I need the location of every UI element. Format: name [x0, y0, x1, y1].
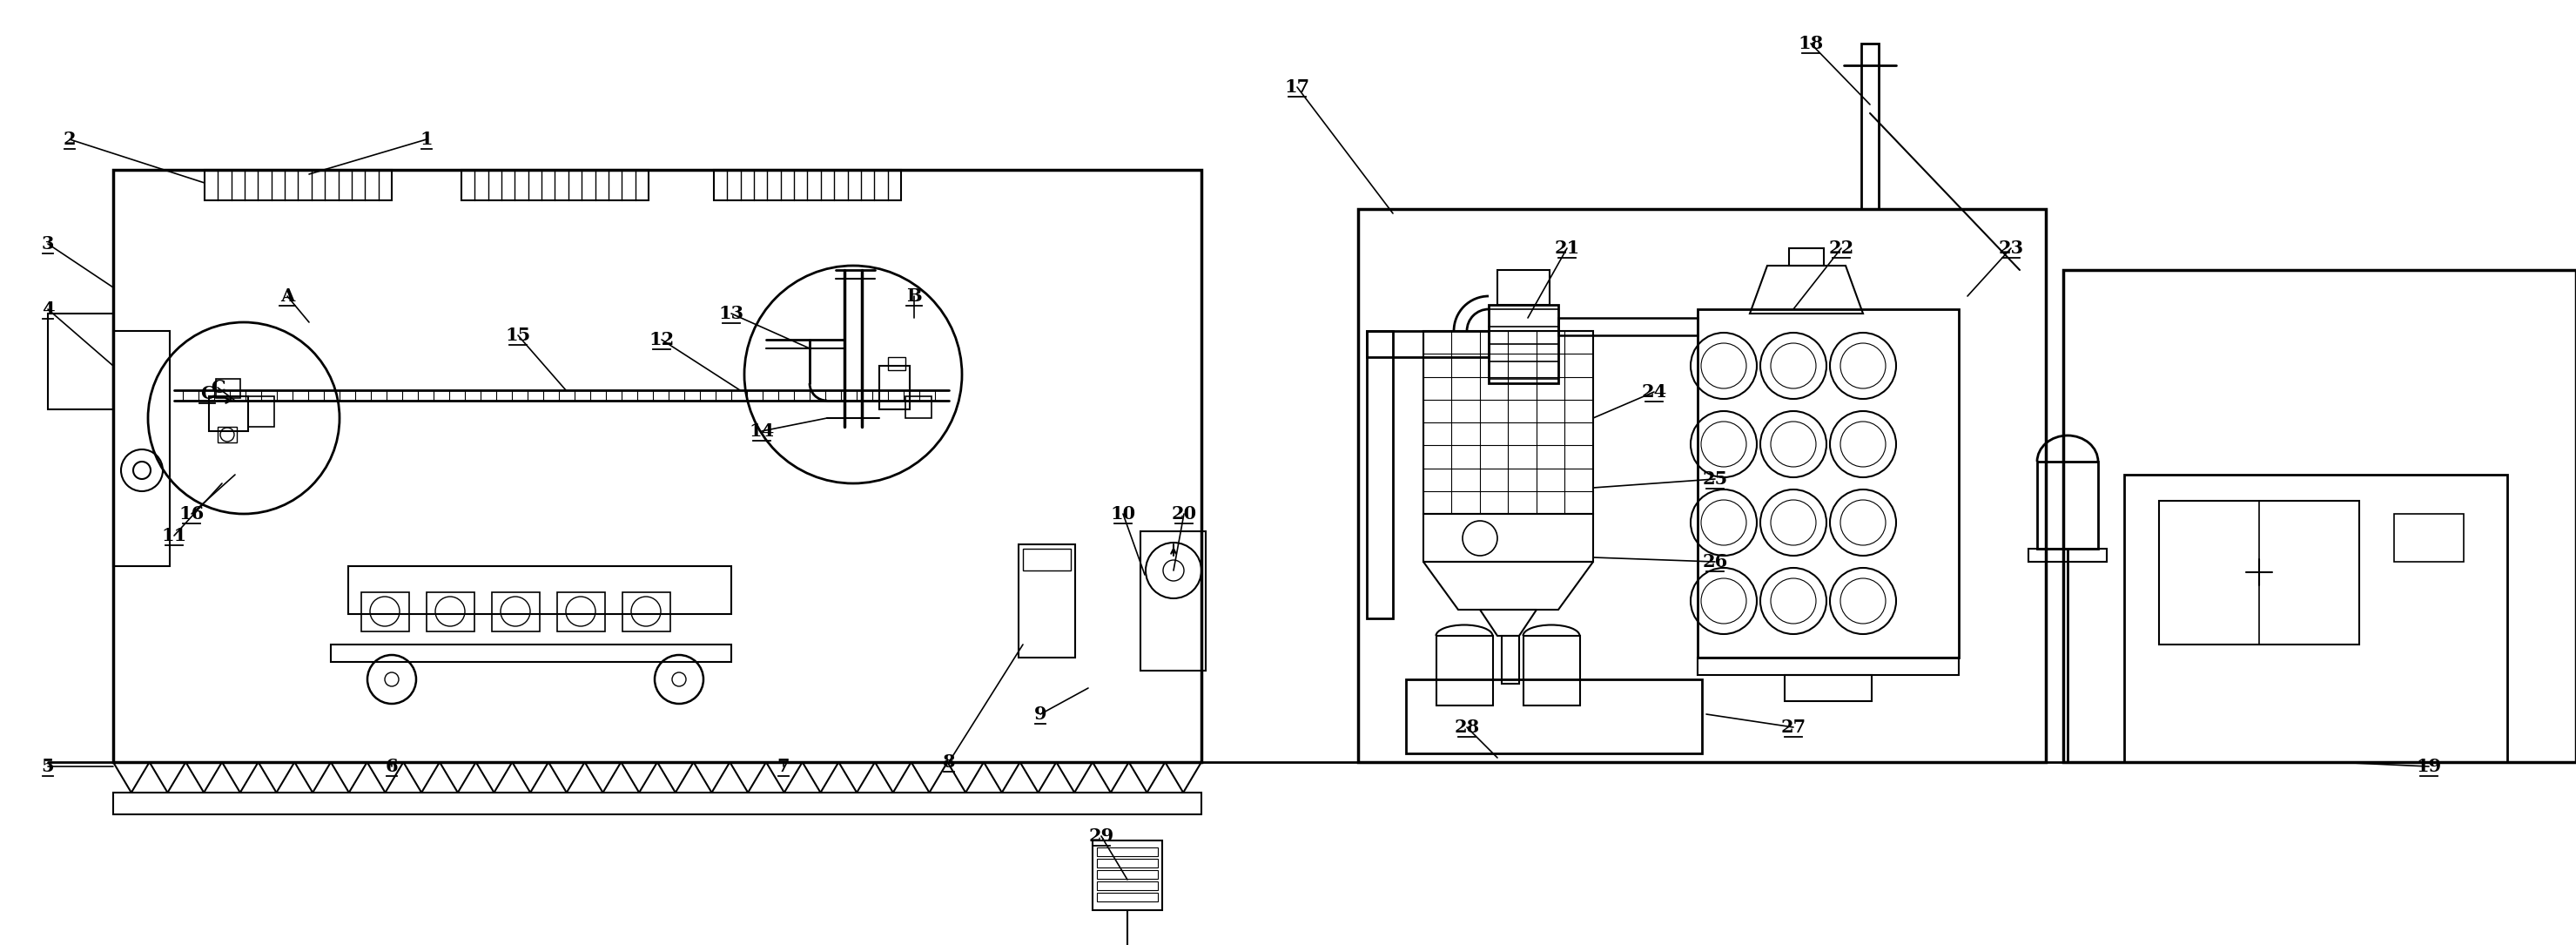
- Bar: [1097, 882, 1157, 890]
- Text: 10: 10: [1110, 506, 1136, 523]
- Text: 11: 11: [162, 527, 188, 544]
- Bar: [1788, 249, 1824, 266]
- Bar: [1358, 209, 2045, 762]
- Text: 7: 7: [778, 758, 791, 775]
- Text: 1: 1: [420, 130, 433, 148]
- Bar: [216, 379, 240, 398]
- Bar: [428, 593, 474, 631]
- Bar: [1097, 870, 1157, 879]
- Bar: [461, 170, 649, 200]
- Text: 8: 8: [943, 753, 956, 771]
- Bar: [556, 593, 605, 631]
- Text: 4: 4: [41, 301, 54, 318]
- Bar: [49, 314, 113, 409]
- Text: 5: 5: [41, 758, 54, 775]
- Text: 23: 23: [1999, 239, 2025, 257]
- Bar: [1862, 43, 1878, 209]
- Bar: [1092, 840, 1162, 910]
- Bar: [904, 396, 933, 418]
- Text: 25: 25: [1703, 471, 1728, 488]
- Bar: [1097, 893, 1157, 902]
- Bar: [204, 170, 392, 200]
- Bar: [1489, 305, 1558, 384]
- Text: 21: 21: [1553, 239, 1579, 257]
- Text: 6: 6: [386, 758, 399, 775]
- Bar: [1406, 679, 1703, 753]
- Bar: [1698, 309, 1958, 658]
- Bar: [2027, 549, 2107, 561]
- Bar: [1368, 331, 1394, 618]
- Text: 29: 29: [1090, 828, 1113, 845]
- Bar: [623, 593, 670, 631]
- Bar: [1437, 636, 1494, 706]
- Bar: [1497, 270, 1551, 305]
- Text: 13: 13: [719, 305, 744, 322]
- Text: C: C: [201, 385, 214, 403]
- Bar: [2063, 270, 2576, 762]
- Text: 14: 14: [750, 422, 775, 439]
- Bar: [714, 170, 902, 200]
- Text: 19: 19: [2416, 758, 2442, 775]
- Bar: [247, 396, 273, 427]
- Bar: [1368, 331, 1489, 357]
- Text: 2: 2: [64, 130, 77, 148]
- Bar: [2159, 501, 2360, 644]
- Text: 26: 26: [1703, 553, 1728, 571]
- Bar: [1522, 636, 1579, 706]
- Text: 9: 9: [1033, 706, 1046, 723]
- Text: C: C: [211, 379, 224, 396]
- Bar: [1097, 859, 1157, 868]
- Text: 17: 17: [1285, 78, 1309, 95]
- Bar: [330, 644, 732, 661]
- Text: 12: 12: [649, 331, 675, 349]
- Bar: [1023, 549, 1072, 571]
- Text: 18: 18: [1798, 35, 1824, 52]
- Text: 28: 28: [1455, 718, 1479, 736]
- Bar: [2125, 474, 2506, 762]
- Bar: [2038, 461, 2097, 549]
- Bar: [492, 593, 541, 631]
- Text: 24: 24: [1641, 384, 1667, 401]
- Bar: [1558, 318, 1698, 335]
- Bar: [113, 793, 1200, 815]
- Text: A: A: [281, 287, 294, 305]
- Bar: [1141, 531, 1206, 671]
- Text: 20: 20: [1172, 506, 1198, 523]
- Bar: [216, 427, 237, 442]
- Bar: [1018, 544, 1074, 658]
- Text: 27: 27: [1780, 718, 1806, 736]
- Bar: [1698, 658, 1958, 675]
- Text: B: B: [907, 287, 922, 305]
- Bar: [1097, 848, 1157, 856]
- Bar: [2393, 514, 2463, 561]
- Bar: [348, 566, 732, 614]
- Bar: [113, 170, 1200, 762]
- Bar: [209, 396, 247, 431]
- Bar: [113, 331, 170, 566]
- Bar: [889, 357, 904, 370]
- Bar: [1785, 675, 1873, 701]
- Text: 22: 22: [1829, 239, 1855, 257]
- Text: 15: 15: [505, 327, 531, 344]
- Text: 16: 16: [178, 506, 204, 523]
- Bar: [1502, 636, 1520, 684]
- Bar: [1425, 514, 1592, 561]
- Bar: [878, 366, 909, 409]
- Bar: [1425, 331, 1592, 514]
- Text: 3: 3: [41, 235, 54, 252]
- Bar: [361, 593, 410, 631]
